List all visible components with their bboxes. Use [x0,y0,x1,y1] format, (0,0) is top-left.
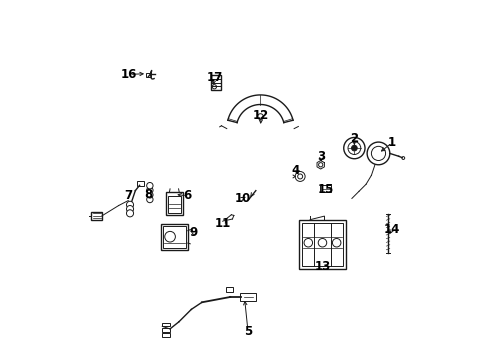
Bar [91,212,102,220]
Circle shape [146,183,153,189]
Bar [165,192,183,215]
Bar [162,328,170,332]
Circle shape [146,192,153,198]
Text: 17: 17 [206,71,222,84]
Text: 2: 2 [349,132,358,145]
Bar [302,222,342,266]
Text: 8: 8 [144,188,153,201]
Circle shape [212,85,216,89]
Bar [167,195,181,213]
Circle shape [146,196,153,203]
Text: 1: 1 [387,136,395,149]
Circle shape [366,142,389,165]
Circle shape [351,145,356,151]
Circle shape [146,187,153,193]
Bar [319,185,331,192]
Bar [163,226,185,248]
Bar [161,224,187,250]
Bar [137,181,144,186]
Circle shape [126,201,133,208]
Bar [240,293,256,301]
Text: 10: 10 [234,192,250,205]
Text: 16: 16 [121,68,137,81]
Bar [162,323,170,327]
Circle shape [401,157,404,159]
Text: 5: 5 [244,325,252,338]
Text: 13: 13 [314,260,330,273]
Text: 3: 3 [317,150,325,163]
Circle shape [126,210,133,217]
Text: 4: 4 [291,163,300,176]
Text: 9: 9 [188,226,197,239]
Bar [162,333,170,337]
Text: 11: 11 [215,217,231,230]
Text: 15: 15 [317,184,333,197]
Bar [146,73,151,77]
Bar [299,220,345,269]
Text: 12: 12 [252,109,269,122]
Text: 14: 14 [383,223,399,236]
Circle shape [295,171,305,181]
Bar [210,76,221,90]
Circle shape [126,206,133,213]
Text: 7: 7 [124,189,132,202]
Bar [225,287,233,292]
Circle shape [343,138,364,159]
Text: 6: 6 [183,189,191,202]
